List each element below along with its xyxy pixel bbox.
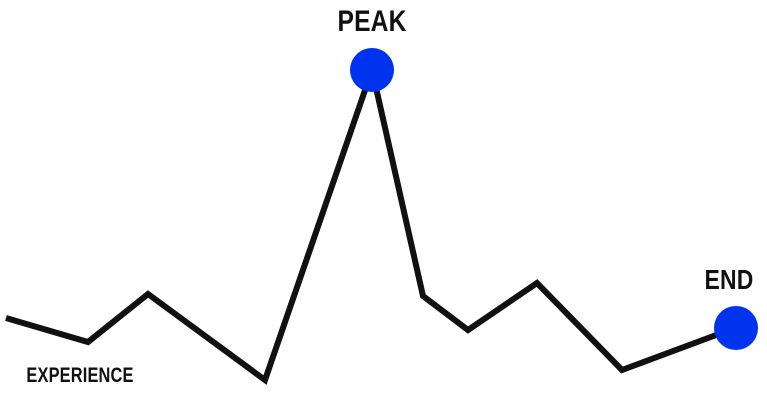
experience-line [5,59,737,385]
peak-marker [350,48,394,92]
end-marker [714,306,758,350]
experience-label: EXPERIENCE [26,364,134,387]
peak-label: PEAK [337,5,407,38]
end-label: END [704,264,754,295]
